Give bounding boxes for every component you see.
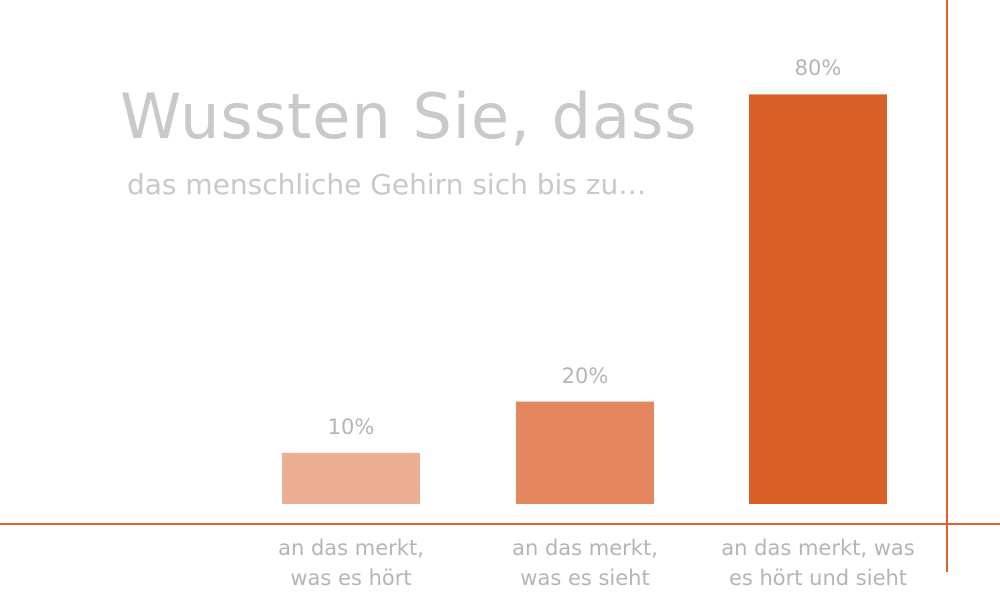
data-label-3: 80% bbox=[794, 56, 842, 81]
category-label-2: an das merkt, was es sieht bbox=[475, 533, 695, 593]
data-label-1: 10% bbox=[327, 414, 375, 439]
chart-title: Wussten Sie, dass bbox=[120, 80, 698, 153]
category-label-3: an das merkt, was es hört und sieht bbox=[708, 533, 928, 593]
bar-1 bbox=[282, 452, 420, 504]
bar-3 bbox=[749, 94, 887, 505]
category-label-2-line-1: an das merkt, bbox=[512, 536, 658, 560]
category-label-3-line-2: es hört und sieht bbox=[728, 566, 908, 590]
bar-2 bbox=[516, 401, 654, 504]
category-label-1-line-1: an das merkt, bbox=[278, 536, 424, 560]
category-label-1-line-2: was es hört bbox=[290, 566, 412, 590]
bars-group bbox=[282, 94, 887, 505]
category-label-2-line-2: was es sieht bbox=[520, 566, 650, 590]
category-label-3-line-1: an das merkt, was bbox=[721, 536, 915, 560]
category-label-1: an das merkt, was es hört bbox=[241, 533, 461, 593]
data-label-2: 20% bbox=[561, 363, 609, 388]
chart-subtitle: das menschliche Gehirn sich bis zu… bbox=[127, 168, 647, 201]
